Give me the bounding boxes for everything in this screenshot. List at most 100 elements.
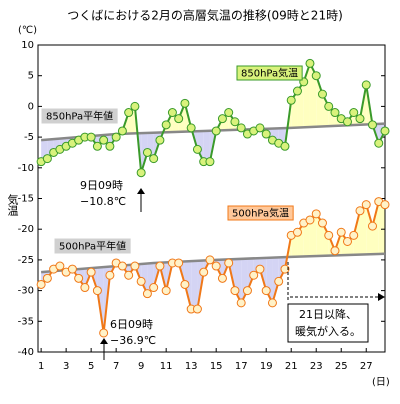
x-tick-label: 25 bbox=[335, 361, 348, 372]
data-point bbox=[287, 96, 295, 104]
y-tick-label: 5 bbox=[28, 71, 34, 82]
data-point bbox=[256, 124, 264, 132]
data-point bbox=[193, 145, 201, 153]
data-point bbox=[293, 228, 301, 236]
x-tick-label: 27 bbox=[360, 361, 373, 372]
annotation-text: −36.9℃ bbox=[110, 334, 156, 347]
legend-label: 500hPa気温 bbox=[232, 207, 289, 220]
x-tick-label: 1 bbox=[38, 361, 44, 372]
data-point bbox=[43, 155, 51, 163]
data-point bbox=[37, 280, 45, 288]
x-tick-label: 19 bbox=[260, 361, 273, 372]
data-point bbox=[337, 228, 345, 236]
data-point bbox=[200, 268, 208, 276]
x-tick-label: 9 bbox=[138, 361, 144, 372]
data-point bbox=[118, 127, 126, 135]
y-unit: (℃) bbox=[18, 25, 37, 36]
data-point bbox=[281, 142, 289, 150]
x-tick-label: 3 bbox=[63, 361, 69, 372]
data-point bbox=[312, 210, 320, 218]
data-point bbox=[100, 329, 108, 337]
data-point bbox=[312, 72, 320, 80]
data-point bbox=[131, 262, 139, 270]
legend-label: 500hPa平年値 bbox=[59, 240, 126, 253]
data-point bbox=[118, 262, 126, 270]
annotation-text: 21日以降、 bbox=[299, 307, 357, 321]
y-tick-label: -35 bbox=[18, 316, 34, 327]
data-point bbox=[175, 115, 183, 123]
arrow-head bbox=[100, 338, 108, 344]
data-point bbox=[181, 280, 189, 288]
data-point bbox=[87, 133, 95, 141]
data-point bbox=[143, 148, 151, 156]
y-tick-label: -5 bbox=[24, 132, 34, 143]
data-point bbox=[137, 277, 145, 285]
data-point bbox=[150, 284, 158, 292]
data-point bbox=[137, 169, 145, 177]
data-point bbox=[331, 247, 339, 255]
data-point bbox=[112, 133, 120, 141]
data-point bbox=[237, 124, 245, 132]
data-point bbox=[381, 201, 389, 209]
annotation-text: −10.8℃ bbox=[80, 195, 126, 208]
fill-area bbox=[191, 261, 197, 309]
data-point bbox=[356, 207, 364, 215]
data-point bbox=[250, 271, 258, 279]
y-tick-label: -15 bbox=[18, 194, 34, 205]
data-point bbox=[150, 155, 158, 163]
arrow-head bbox=[378, 293, 385, 301]
data-point bbox=[368, 222, 376, 230]
data-point bbox=[125, 109, 133, 117]
data-point bbox=[106, 142, 114, 150]
data-point bbox=[168, 109, 176, 117]
x-tick-label: 23 bbox=[310, 361, 323, 372]
data-point bbox=[81, 284, 89, 292]
data-point bbox=[375, 139, 383, 147]
data-point bbox=[318, 90, 326, 98]
data-point bbox=[231, 118, 239, 126]
data-point bbox=[206, 256, 214, 264]
data-point bbox=[256, 265, 264, 273]
data-point bbox=[75, 274, 83, 282]
data-point bbox=[187, 124, 195, 132]
x-tick-label: 13 bbox=[185, 361, 198, 372]
data-point bbox=[193, 305, 201, 313]
data-point bbox=[362, 201, 370, 209]
x-tick-label: 21 bbox=[285, 361, 298, 372]
data-point bbox=[143, 290, 151, 298]
data-point bbox=[262, 287, 270, 295]
data-point bbox=[362, 81, 370, 89]
data-point bbox=[106, 271, 114, 279]
legend-label: 850hPa平年値 bbox=[46, 110, 113, 123]
data-point bbox=[331, 109, 339, 117]
data-point bbox=[125, 271, 133, 279]
data-point bbox=[87, 268, 95, 276]
data-point bbox=[306, 216, 314, 224]
chart-title: つくばにおける2月の高層気温の推移(09時と21時) bbox=[67, 8, 343, 23]
data-point bbox=[318, 219, 326, 227]
data-point bbox=[93, 142, 101, 150]
y-tick-label: -30 bbox=[18, 286, 34, 297]
data-point bbox=[268, 299, 276, 307]
data-point bbox=[131, 102, 139, 110]
data-point bbox=[306, 59, 314, 67]
data-point bbox=[156, 262, 164, 270]
data-point bbox=[93, 287, 101, 295]
annotation-text: 暖気が入る。 bbox=[295, 324, 361, 338]
data-point bbox=[293, 87, 301, 95]
data-point bbox=[225, 259, 233, 267]
y-tick-label: -10 bbox=[18, 163, 34, 174]
data-point bbox=[243, 287, 251, 295]
x-tick-label: 17 bbox=[235, 361, 248, 372]
data-point bbox=[206, 158, 214, 166]
data-point bbox=[218, 274, 226, 282]
data-point bbox=[231, 287, 239, 295]
y-tick-label: -25 bbox=[18, 255, 34, 266]
data-point bbox=[212, 127, 220, 135]
arrow-head bbox=[137, 188, 145, 194]
y-tick-label: -40 bbox=[18, 347, 34, 358]
data-point bbox=[262, 130, 270, 138]
x-tick-label: 11 bbox=[160, 361, 173, 372]
data-point bbox=[212, 262, 220, 270]
data-point bbox=[162, 287, 170, 295]
